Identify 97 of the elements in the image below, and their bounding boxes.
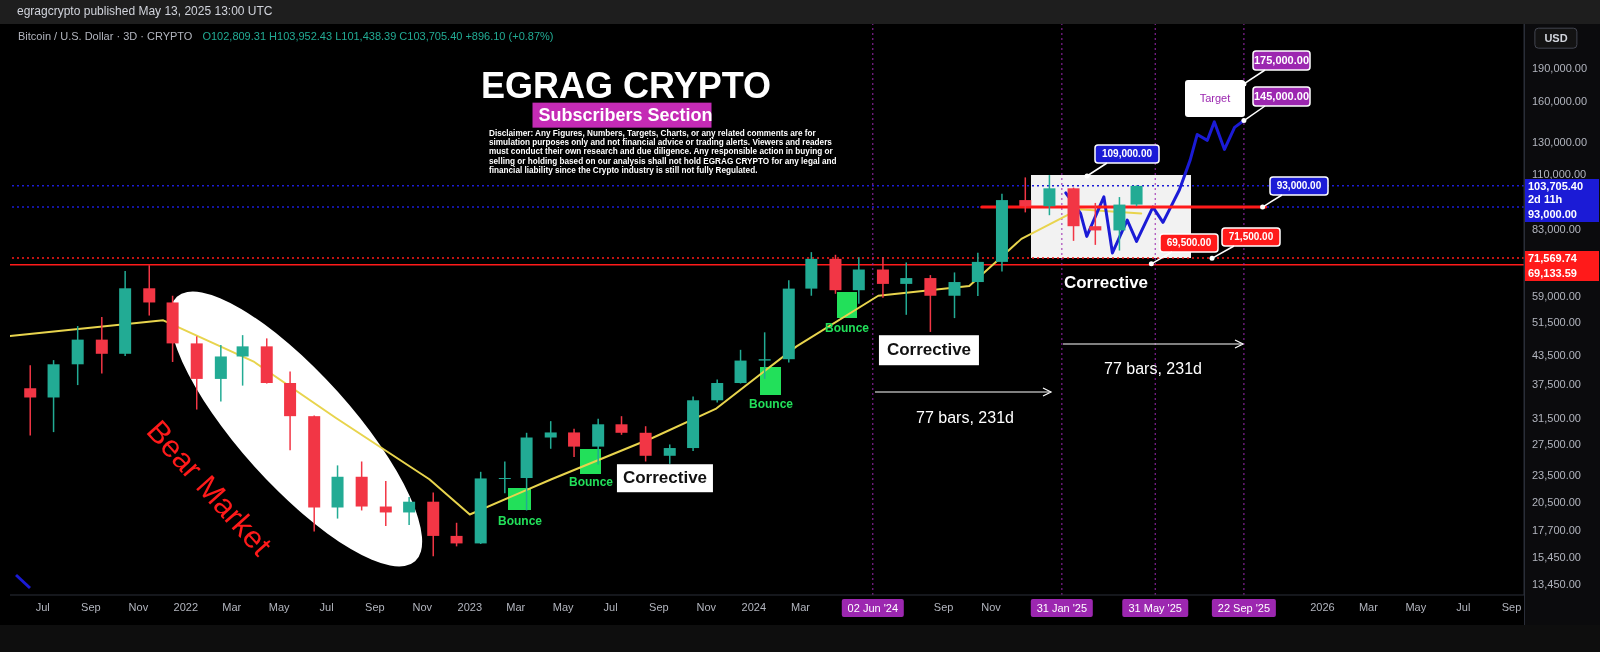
y-tick-label: 130,000.00 (1532, 135, 1588, 148)
ref-line-label: 02 Jun '24 (841, 599, 905, 617)
candlestick (143, 264, 156, 317)
candlestick (403, 496, 416, 526)
x-tick-label: May (268, 600, 291, 613)
x-tick-label: 2024 (741, 600, 767, 613)
x-tick-label: Jul (319, 600, 334, 613)
candlestick (663, 443, 676, 465)
annotation: Bounce (824, 321, 870, 336)
x-tick-label: Mar (222, 600, 242, 613)
candlestick (95, 316, 108, 375)
x-tick-label: Jul (35, 600, 50, 613)
x-tick-label: Nov (696, 600, 717, 613)
x-tick-label: Nov (981, 600, 1002, 613)
ref-line-label: 69,133.59 (1525, 266, 1599, 282)
y-tick-label: 15,450.00 (1532, 550, 1581, 563)
candlestick (236, 334, 249, 387)
x-tick-label: May (1405, 600, 1427, 613)
candlestick (758, 331, 771, 380)
candlestick (711, 378, 724, 404)
candlestick (1130, 184, 1143, 207)
ref-line-label: 31 May '25 (1122, 599, 1188, 617)
annotation: Bounce (748, 397, 794, 412)
x-tick-label: Sep (81, 600, 101, 613)
y-tick-label: 190,000.00 (1532, 61, 1588, 74)
candlestick (924, 274, 937, 333)
ref-line-label: 93,000.00 (1525, 206, 1599, 222)
annotation: 109,000.00 (1101, 148, 1153, 160)
x-tick-label: Nov (128, 600, 149, 613)
x-tick-label: Jul (1456, 600, 1471, 613)
annotation: 145,000.00 (1253, 87, 1310, 106)
candlestick (876, 256, 889, 299)
annotation: 71,500.00 (1222, 228, 1280, 246)
x-tick-label: Sep (1501, 600, 1522, 613)
annotation: Corrective (878, 335, 980, 365)
candlestick (1019, 176, 1032, 214)
candlestick (24, 364, 37, 437)
y-tick-label: 13,450.00 (1532, 577, 1581, 590)
text: USD (1534, 27, 1578, 49)
text: O102,809.31 H103,952.43 L101,438.39 C103,705.40 +896.10 (+0.87%) (202, 30, 554, 42)
x-tick-label: 2022 (173, 600, 199, 613)
y-tick-label: 83,000.00 (1532, 223, 1581, 236)
candlestick (734, 349, 747, 385)
x-tick-label: Mar (1358, 600, 1379, 613)
y-tick-label: 51,500.00 (1532, 316, 1581, 329)
ref-line-label: 31 Jan '25 (1030, 599, 1094, 617)
annotation: Corrective (616, 464, 714, 492)
annotation: Corrective (1063, 273, 1149, 293)
y-tick-label: 27,500.00 (1532, 438, 1581, 451)
candlestick (948, 271, 961, 319)
x-tick-label: Sep (365, 600, 385, 613)
annotation: 175,000.00 (1253, 51, 1310, 70)
x-tick-label: May (552, 600, 575, 613)
x-tick-label: 2023 (457, 600, 483, 613)
candlestick (900, 261, 913, 316)
annotation: Subscribers Section (532, 102, 713, 128)
ref-line-label: 22 Sep '25 (1211, 599, 1277, 617)
x-tick-label: 2026 (1310, 600, 1335, 613)
y-tick-label: 37,500.00 (1532, 377, 1581, 390)
ref-line-label: 103,705.40 2d 11h (1525, 178, 1599, 207)
y-tick-label: 31,500.00 (1532, 411, 1581, 424)
ref-line-label: 71,569.74 (1525, 251, 1599, 267)
candlestick (544, 420, 557, 450)
candlestick (450, 522, 463, 548)
text: egragcrypto published May 13, 2025 13:00 UTC (17, 4, 273, 19)
x-tick-label: Sep (933, 600, 954, 613)
candlestick (639, 425, 652, 463)
x-tick-label: Mar (506, 600, 526, 613)
candlestick (568, 428, 581, 458)
candlestick (1043, 174, 1056, 216)
annotation: 77 bars, 231d (916, 408, 1014, 428)
x-tick-label: Mar (790, 600, 811, 613)
x-tick-label: Jul (603, 600, 618, 613)
candlestick (214, 344, 227, 403)
candlestick (852, 256, 865, 305)
y-tick-label: 110,000.00 (1532, 168, 1587, 181)
candlestick (971, 251, 984, 297)
annotation: Target (1199, 91, 1231, 105)
annotation: 69,500.00 (1160, 234, 1218, 252)
candlestick (592, 417, 605, 466)
y-tick-label: 160,000.00 (1532, 95, 1588, 108)
candlestick (1089, 202, 1102, 246)
annotation: Bounce (568, 475, 614, 490)
annotation: 93,000.00 (1270, 177, 1328, 195)
y-tick-label: 20,500.00 (1532, 495, 1581, 508)
y-tick-label: 59,000.00 (1532, 289, 1581, 302)
x-tick-label: Nov (412, 600, 433, 613)
y-tick-label: 17,700.00 (1532, 524, 1581, 537)
x-tick-label: Sep (649, 600, 669, 613)
candlestick (498, 460, 511, 495)
annotation: 77 bars, 231d (1104, 359, 1202, 379)
text: Bitcoin / U.S. Dollar · 3D · CRYPTO (18, 30, 193, 42)
candlestick (615, 415, 628, 436)
annotation: Bounce (497, 514, 543, 529)
y-tick-label: 43,500.00 (1532, 349, 1581, 362)
annotation: Disclaimer: Any Figures, Numbers, Targets, Charts, or any related comments are for simulation purposes only and not financial advice or trading alerts. Viewers and readers must conduct their own research and due diligence. Any responsible action in buying or selling or holding based on our analysis shall not hold EGRAG CRYPTO for any legal and financial liability since the Crypto industry is still not fully Regulated. (489, 129, 838, 175)
y-tick-label: 23,500.00 (1532, 469, 1581, 481)
